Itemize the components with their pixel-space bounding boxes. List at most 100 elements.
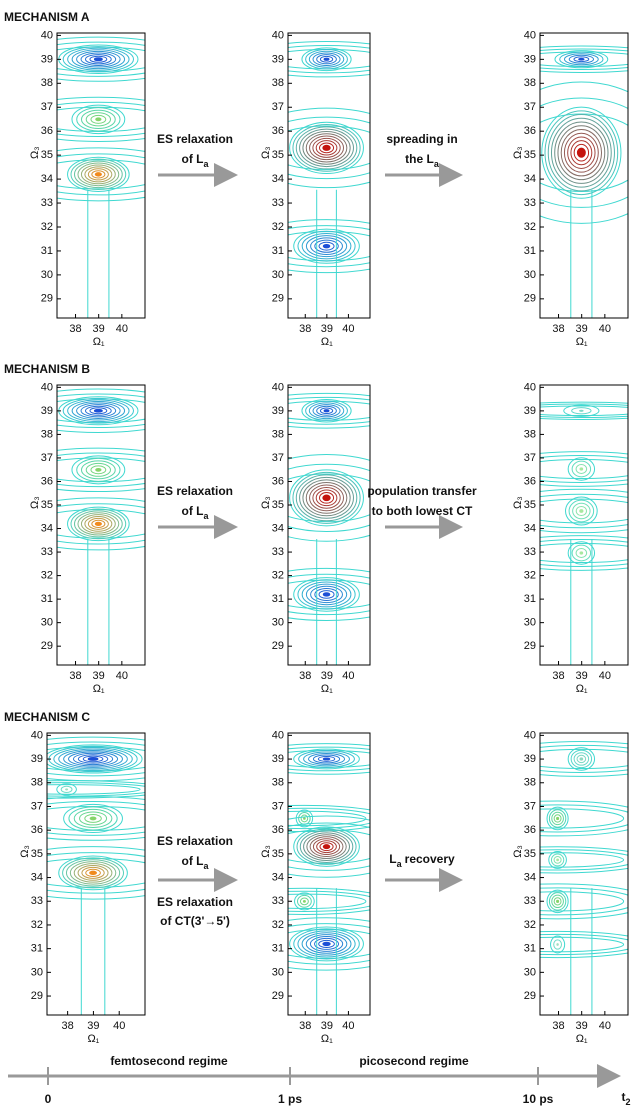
y-tick-label: 36 <box>272 125 284 137</box>
contour-line <box>540 804 628 833</box>
y-tick-label: 31 <box>41 245 53 257</box>
contour-line <box>288 573 370 616</box>
plot-frame <box>539 32 629 319</box>
contour-line <box>568 54 595 64</box>
contour-line <box>288 125 370 171</box>
contour-line <box>84 516 113 532</box>
contour-line <box>87 517 109 530</box>
contour-line <box>63 749 123 768</box>
contour-line <box>47 857 145 888</box>
regime-label: picosecond regime <box>359 1054 469 1068</box>
contour-line <box>551 811 564 826</box>
contour-line <box>322 941 331 947</box>
contour-line <box>557 125 606 181</box>
contour-line <box>570 140 593 166</box>
contour-line <box>84 166 113 183</box>
step-text: ES relaxation <box>157 834 233 848</box>
contour-line <box>93 57 103 62</box>
contour-line <box>288 810 367 827</box>
contour-line <box>312 838 341 856</box>
contour-line <box>67 156 130 192</box>
contour-line <box>301 399 352 423</box>
x-tick-label: 39 <box>576 670 588 682</box>
x-tick-label: 38 <box>69 323 81 335</box>
contour-line <box>57 101 145 137</box>
y-tick-label: 36 <box>41 475 53 487</box>
contour-line <box>308 402 345 420</box>
step-subscript: a <box>203 159 209 169</box>
y-axis-label: Ω₃ <box>260 845 272 858</box>
contour-line <box>295 474 358 522</box>
contour-line <box>289 926 364 962</box>
y-tick-label: 36 <box>41 125 53 137</box>
contour-line <box>300 814 309 823</box>
step-text: ES relaxation <box>157 895 233 909</box>
contour-line <box>47 780 145 799</box>
y-tick-label: 40 <box>524 29 536 41</box>
contour-line <box>295 809 314 828</box>
y-tick-label: 34 <box>41 522 53 534</box>
contour-line <box>312 486 341 509</box>
x-axis-label: Ω₁ <box>321 683 333 695</box>
y-axis-label: Ω₃ <box>29 146 41 159</box>
contour-line <box>550 935 566 954</box>
contour-line <box>63 803 123 834</box>
contour-line <box>556 816 560 821</box>
y-tick-label: 35 <box>31 848 43 860</box>
contour-line <box>293 748 360 770</box>
contour-line <box>319 55 334 63</box>
contour-line <box>547 114 615 192</box>
contour-line <box>57 503 145 545</box>
contour-line <box>305 235 348 258</box>
contour-line <box>69 861 117 885</box>
contour-line <box>87 757 99 761</box>
contour-line <box>47 846 145 900</box>
contour-line <box>540 930 628 959</box>
contour-line <box>322 494 331 502</box>
contour-line <box>298 750 355 768</box>
contour-line <box>57 447 145 493</box>
contour-line <box>309 836 344 858</box>
contour-line <box>80 109 116 129</box>
contour-line <box>57 398 145 424</box>
contour-line <box>541 106 622 199</box>
contour-line <box>296 828 357 865</box>
contour-line <box>540 97 628 208</box>
y-tick-label: 36 <box>524 125 536 137</box>
y-tick-label: 38 <box>524 77 536 89</box>
y-tick-label: 33 <box>41 197 53 209</box>
contour-line <box>68 751 119 767</box>
contour-line <box>559 51 604 67</box>
contour-line <box>288 890 370 913</box>
contour-line <box>540 748 628 770</box>
contour-line <box>76 50 121 68</box>
contour-line <box>295 126 358 170</box>
y-tick-label: 29 <box>272 293 284 305</box>
contour-line <box>323 409 330 413</box>
contour-line <box>302 130 351 165</box>
contour-line <box>47 746 145 772</box>
contour-line <box>288 893 367 910</box>
y-tick-label: 39 <box>524 753 536 765</box>
y-tick-label: 38 <box>41 77 53 89</box>
step-label: spreading in <box>386 132 457 146</box>
x-tick-label: 39 <box>93 323 105 335</box>
x-tick-label: 40 <box>116 323 128 335</box>
contour-line <box>47 852 145 894</box>
y-tick-label: 29 <box>524 990 536 1002</box>
contour-line <box>47 801 145 836</box>
contour-line <box>288 807 370 830</box>
contour-line <box>319 842 334 852</box>
step-label: of CT(3'→5') <box>160 914 230 928</box>
contour-line <box>575 548 588 558</box>
contour-line <box>288 917 370 971</box>
contour-line <box>288 392 370 429</box>
contour-line <box>540 849 628 871</box>
contour-line <box>316 54 337 65</box>
contour-line <box>72 752 114 766</box>
y-tick-label: 34 <box>524 522 536 534</box>
contour-plot <box>288 41 370 318</box>
contour-line <box>57 497 145 551</box>
contour-line <box>299 897 309 906</box>
contour-line <box>540 808 625 829</box>
